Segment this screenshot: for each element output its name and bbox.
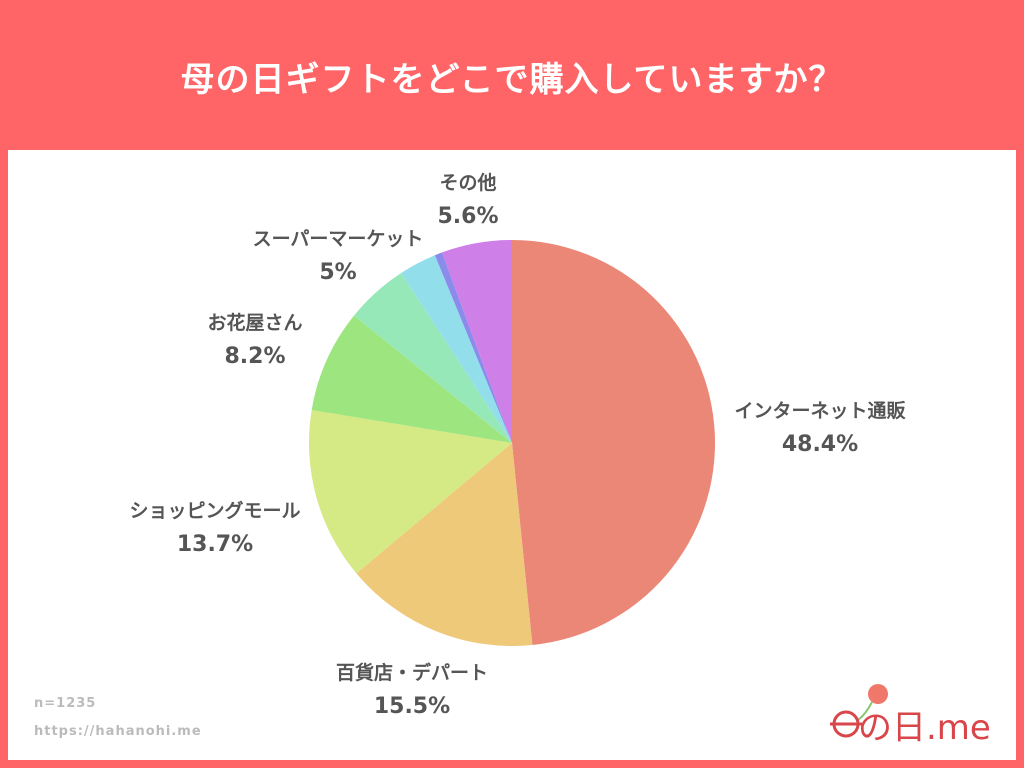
pie-slice-5 xyxy=(401,255,512,443)
pie-slice-6 xyxy=(434,252,512,443)
sample-size: n=1235 xyxy=(34,696,97,711)
slice-label: ショッピングモール xyxy=(129,500,301,522)
slice-label: お花屋さん xyxy=(207,312,303,334)
pie-slice-1 xyxy=(356,443,533,646)
label-florist: お花屋さん 8.2% xyxy=(207,306,302,374)
label-supermarket: スーパーマーケット 5% xyxy=(253,222,424,290)
pie-slice-7 xyxy=(442,240,512,443)
label-department: 百貨店・デパート 15.5% xyxy=(336,656,488,724)
slice-value: 13.7% xyxy=(176,532,254,557)
source-url: https://hahanohi.me xyxy=(34,724,202,739)
label-mall: ショッピングモール 13.7% xyxy=(129,494,300,562)
pie-slice-4 xyxy=(353,272,512,443)
slice-label: その他 xyxy=(439,172,497,194)
label-other: その他 5.6% xyxy=(437,166,498,234)
carnation-logo-icon xyxy=(830,684,888,738)
slice-label: スーパーマーケット xyxy=(252,228,424,250)
label-internet: インターネット通販 48.4% xyxy=(734,394,905,462)
logo-text: の日.me xyxy=(858,708,991,748)
pie-slice-3 xyxy=(311,315,512,443)
slice-value: 48.4% xyxy=(781,432,859,457)
pie-slice-2 xyxy=(309,409,512,574)
slice-value: 5.6% xyxy=(437,204,499,229)
chart-title: 母の日ギフトをどこで購入していますか？ xyxy=(180,60,844,100)
slice-value: 5% xyxy=(319,260,357,285)
slice-label: インターネット通販 xyxy=(734,400,906,422)
slice-value: 15.5% xyxy=(373,694,451,719)
slice-value: 8.2% xyxy=(224,344,286,369)
slice-label: 百貨店・デパート xyxy=(335,662,489,684)
pie-slice-0 xyxy=(512,240,715,645)
